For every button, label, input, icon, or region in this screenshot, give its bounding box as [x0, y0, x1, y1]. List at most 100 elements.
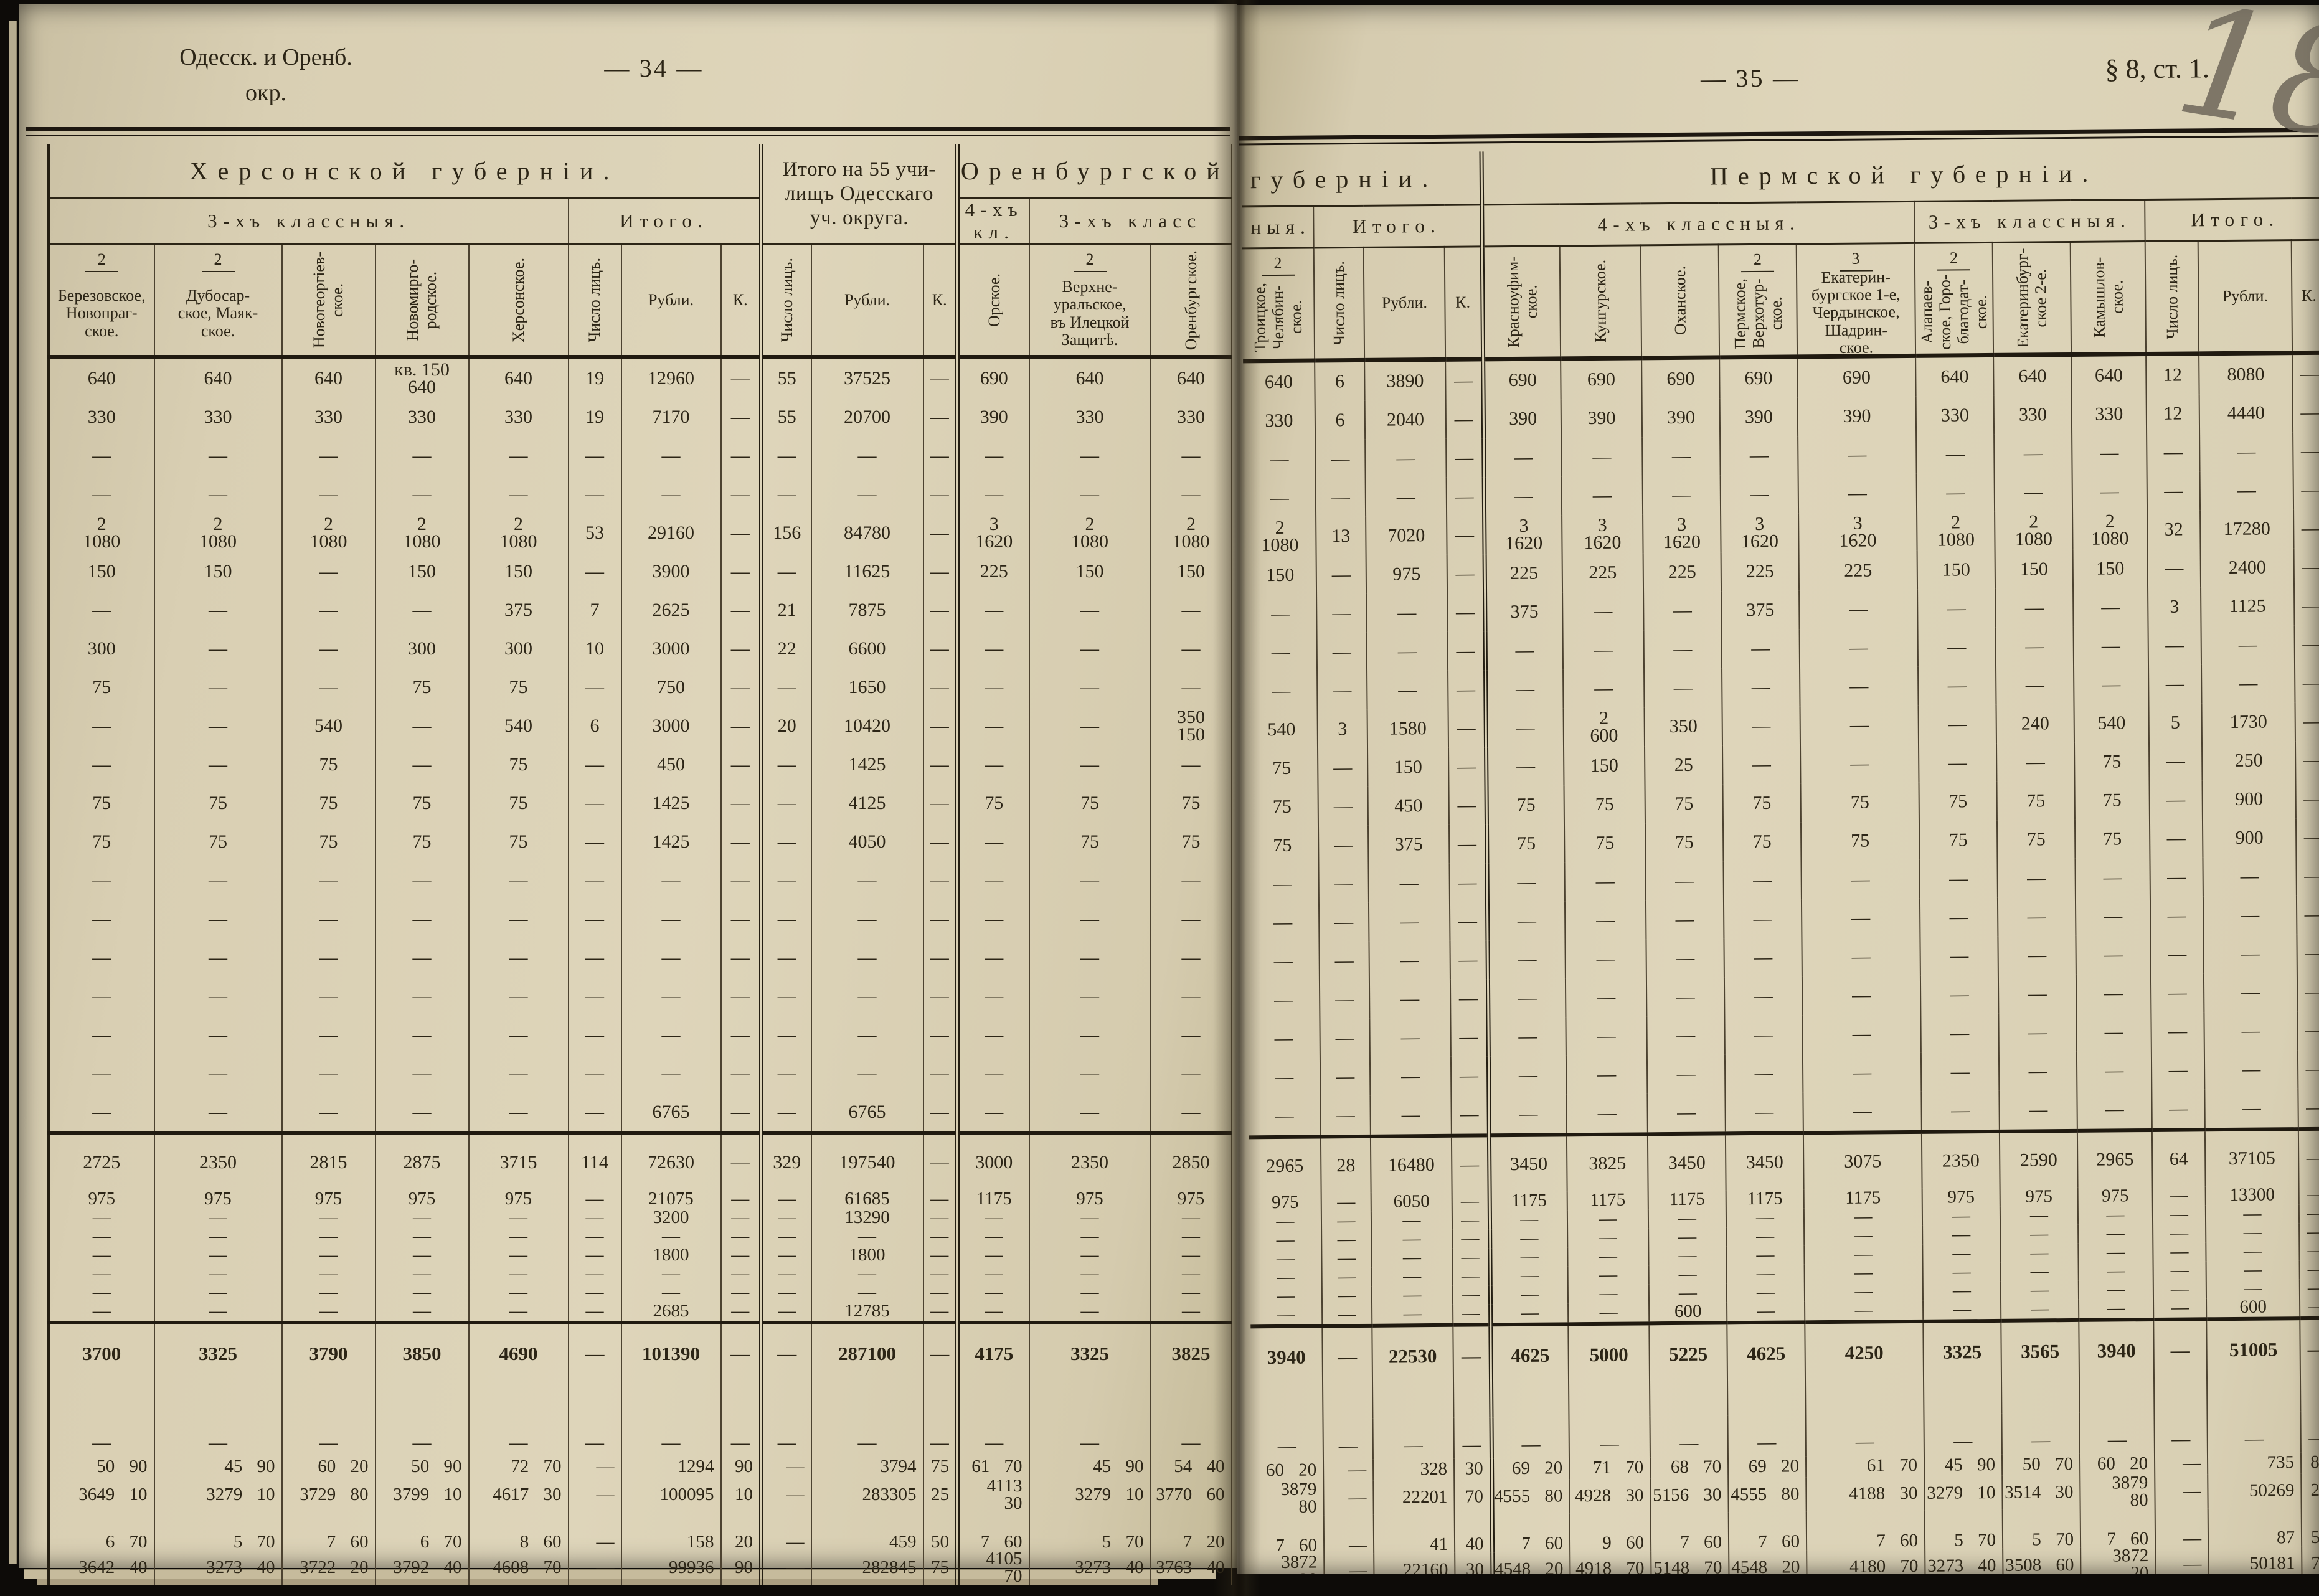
table-cell: 283305 [810, 1478, 924, 1513]
column-header: Екатеринбург- ское 2-е. [1992, 242, 2072, 356]
table-cell: — [468, 1209, 569, 1227]
table-cell: — [281, 630, 376, 668]
table-cell: 75 [468, 668, 569, 707]
table-cell: 3879 80 [1252, 1480, 1324, 1516]
table-cell: — [281, 591, 376, 630]
table-cell: — [374, 591, 470, 630]
table-cell: — [2298, 1088, 2319, 1130]
sub-header: 4-хъ классныя. [1481, 201, 1915, 247]
table-cell: — [2148, 626, 2202, 665]
table-cell: — [468, 437, 569, 475]
table-cell: — [374, 861, 470, 900]
table-cell: 375 [468, 591, 569, 630]
table-cell: — [47, 1302, 155, 1323]
table-cell: 390 [1561, 399, 1643, 438]
table-cell: — [810, 1265, 924, 1283]
table-row: — — — — — — — — — — — — — — [47, 1415, 1232, 1457]
table-cell: — [2079, 1412, 2155, 1454]
table-cell: — [759, 437, 812, 475]
table-cell: — [1646, 977, 1725, 1017]
table-cell: — [1251, 1419, 1323, 1461]
table-cell: — [1489, 1209, 1568, 1230]
table-cell: — [2155, 1508, 2209, 1548]
table-cell: 3940 [2079, 1319, 2155, 1413]
table-cell: — [47, 1283, 155, 1302]
table-cell: — [47, 745, 155, 784]
table-cell: — [1487, 978, 1566, 1018]
table-cell: — [1485, 669, 1564, 709]
table-cell: — [47, 1209, 155, 1227]
table-cell: — [2151, 1051, 2205, 1090]
table-cell: 84780 [810, 514, 924, 552]
table-cell: — [922, 398, 958, 437]
table-cell: — [1321, 1229, 1372, 1249]
table-cell: 540 [281, 707, 376, 745]
table-cell: — [1028, 1016, 1151, 1054]
table-cell: — [47, 707, 155, 745]
table-cell: — [1569, 1416, 1650, 1458]
table-cell: — [1369, 1056, 1452, 1096]
table-cell: — [2206, 1241, 2300, 1262]
table-row: — — — — — — — — — — — — — — [47, 1283, 1232, 1302]
table-cell: — [1486, 747, 1564, 786]
table-cell: 75 [1919, 820, 1998, 860]
table-cell: — [922, 552, 958, 591]
table-cell: — [922, 1093, 958, 1133]
table-cell: 4625 [1490, 1324, 1569, 1418]
table-cell: 3642 40 [47, 1551, 155, 1585]
table-cell: — [1726, 1207, 1805, 1228]
table-cell: — [1320, 1095, 1371, 1137]
table-cell: — [1483, 476, 1562, 516]
table-cell: — [1318, 825, 1369, 865]
table-cell: 19 [567, 398, 622, 437]
table-cell: — [153, 437, 283, 475]
table-cell: — [567, 1478, 622, 1513]
table-cell: 1650 [810, 668, 924, 707]
table-cell: 540 [468, 707, 569, 745]
table-cell: 75 [153, 784, 283, 823]
table-cell: — [1028, 1246, 1151, 1265]
table-cell: — [2296, 856, 2319, 896]
table-cell: — [2297, 972, 2319, 1012]
table-cell: 75 [47, 784, 155, 823]
table-cell: — [1722, 668, 1800, 707]
table-cell: 3799 10 [374, 1478, 470, 1513]
table-cell: 75 [374, 784, 470, 823]
table-cell: 225 [1721, 552, 1800, 592]
table-row: 975 975 975 975 975—21075— —61685—1175 975 975 [47, 1190, 1232, 1209]
table-cell: — [1724, 1054, 1803, 1093]
table-cell: — [759, 1415, 812, 1457]
table-cell: 55 [759, 398, 812, 437]
table-cell: — [955, 861, 1030, 900]
table-cell: — [620, 1016, 722, 1054]
table-cell: — [567, 1302, 622, 1323]
table-cell: 22 [759, 630, 812, 668]
table-cell: 640 [281, 357, 376, 398]
table-cell: — [1565, 939, 1646, 979]
group-header: Пермской губерніи. [1481, 144, 2319, 205]
table-cell: — [1250, 1267, 1322, 1288]
table-cell: — [922, 900, 958, 938]
table-cell: — [468, 977, 569, 1016]
table-cell: — [2293, 509, 2319, 549]
table-cell: 3850 [374, 1321, 470, 1415]
table-cell: 75 [2074, 780, 2150, 820]
table-cell: — [1028, 1054, 1151, 1093]
table-cell: 4180 70 [1807, 1549, 1925, 1574]
table-cell: — [1650, 1415, 1728, 1458]
table-row: 75 75 75 75 75—1425— —4125—75 75 75 [47, 784, 1232, 823]
table-cell: 150 [1995, 549, 2074, 589]
table-cell: 3 1620 [1562, 514, 1643, 554]
table-cell: — [1028, 475, 1151, 514]
table-cell: 4608 70 [468, 1551, 569, 1585]
table-cell: — [1447, 631, 1486, 671]
table-cell: — [153, 1415, 283, 1457]
table-cell: — [2299, 1278, 2319, 1298]
table-cell: 750 [620, 668, 722, 707]
table-cell: 6765 [620, 1093, 722, 1133]
table-cell: — [720, 861, 762, 900]
table-cell: 11625 [810, 552, 924, 591]
table-cell: — [1028, 900, 1151, 938]
table-cell: 4440 [2199, 394, 2293, 433]
table-cell: 225 [1562, 553, 1644, 593]
